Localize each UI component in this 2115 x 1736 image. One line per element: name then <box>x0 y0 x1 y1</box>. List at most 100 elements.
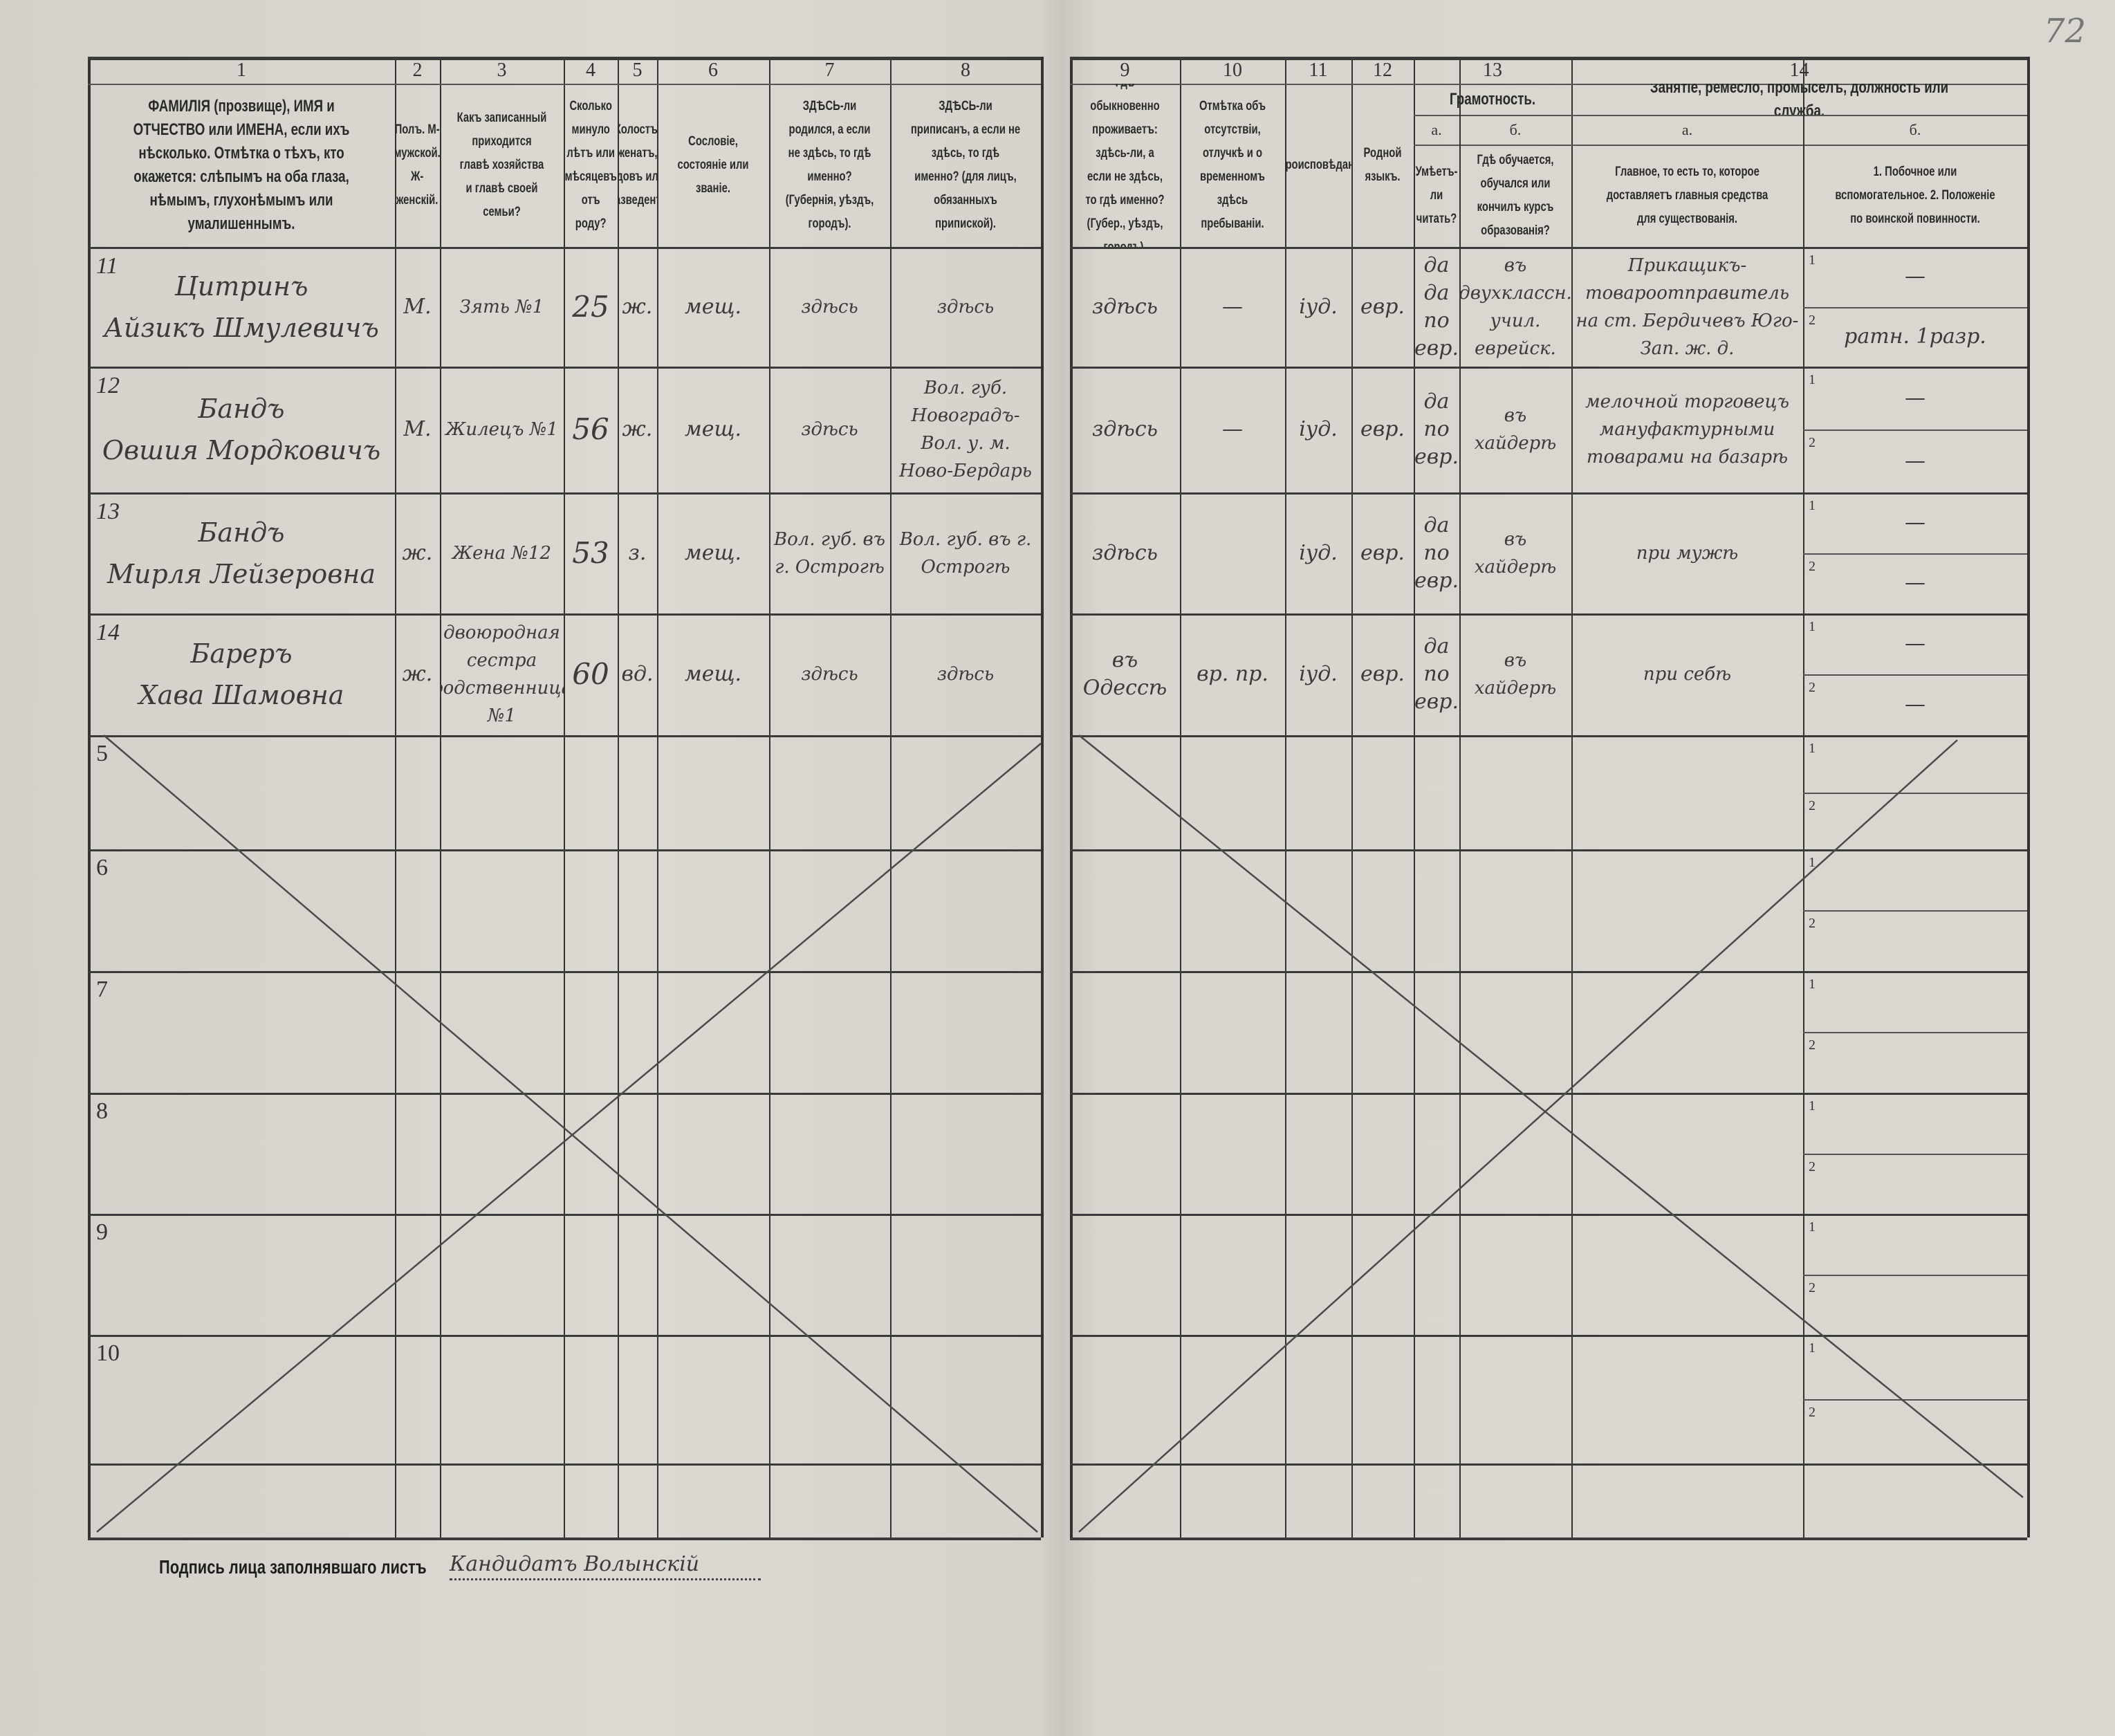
row-divider <box>88 735 1041 737</box>
subrow-label-2: 2 <box>1809 797 1816 813</box>
cell-registered: здѣсь <box>936 296 995 317</box>
subcolumn-divider <box>1459 115 1461 1538</box>
given-name-patronymic: Мирля Лейзеровна <box>107 558 376 589</box>
number-row-divider <box>1070 84 2027 85</box>
subrow-divider <box>1803 1032 2027 1033</box>
column-header-text: Какъ записанный приходится главѣ хозяйст… <box>456 111 547 219</box>
column-header-text: Сословіе, состояніе или званіе. <box>677 134 749 196</box>
column-divider <box>1571 57 1573 1538</box>
subrow-label-2: 2 <box>1809 1280 1816 1295</box>
column-number: 2 <box>412 59 423 81</box>
column-header-text: ЗДѢСЬ-ли приписанъ, а если не здѣсь, то … <box>910 99 1021 231</box>
column-divider <box>1285 57 1286 1538</box>
surname: Бареръ <box>190 638 293 669</box>
signature: Кандидатъ Волынскій <box>450 1551 761 1580</box>
group-divider <box>1414 115 2027 116</box>
cell-absence: — <box>1222 294 1243 319</box>
cell-age: 25 <box>572 289 609 324</box>
subrow-divider <box>1803 1153 2027 1155</box>
cell-relation: Жена №12 <box>452 542 552 564</box>
cell-registered: Вол. губ. Новоградъ-Вол. у. м. Ново-Берд… <box>899 378 1032 481</box>
cell-military: — <box>1905 571 1925 595</box>
cell-language: евр. <box>1360 417 1405 441</box>
column-header-text: Холостъ, женатъ, вдовъ или разведенъ. <box>618 122 657 207</box>
column-divider <box>1180 57 1181 1538</box>
column-header-text: Полъ. М-мужской. Ж-женскій. <box>395 122 440 207</box>
cell-language: евр. <box>1360 540 1405 565</box>
table-bottom-border <box>1070 1538 2027 1540</box>
column-number: 13 <box>1483 59 1502 81</box>
subcolumn-header: 1. Побочное или вспомогательное. 2. Поло… <box>1803 145 2027 247</box>
subrow-label-1: 1 <box>1809 252 1816 268</box>
cell-name: Бандъ Овшия Мордковичъ <box>88 367 395 492</box>
row-divider <box>88 1093 1041 1095</box>
column-header-text: Гдѣ обыкновенно проживаетъ: здѣсь-ли, а … <box>1085 84 1165 247</box>
cell-estate: мещ. <box>684 417 742 441</box>
cell-occupation: при мужѣ <box>1636 542 1739 564</box>
cell-residence: здѣсь <box>1092 417 1158 441</box>
cell-name: Бареръ Хава Шамовна <box>88 613 395 735</box>
subcolumn-letter: б. <box>1909 120 1921 138</box>
cell-born: здѣсь <box>801 296 858 317</box>
column-number: 7 <box>824 59 835 81</box>
given-name-patronymic: Айзикъ Шмулевичъ <box>104 312 379 343</box>
subcolumn-header: Главное, то есть то, которое доставляетъ… <box>1571 145 1803 247</box>
subrow-label-2: 2 <box>1809 435 1816 450</box>
cell-religion: iуд. <box>1299 540 1338 565</box>
row-number: 11 <box>96 253 118 279</box>
column-group-header: Грамотность. <box>1449 89 1536 109</box>
cell-age: 60 <box>572 657 609 691</box>
subrow-label-1: 1 <box>1809 1340 1816 1356</box>
cell-registered: Вол. губ. въ г. Острогѣ <box>899 528 1032 578</box>
row-number: 12 <box>96 373 120 398</box>
cell-estate: мещ. <box>684 662 742 686</box>
column-divider <box>1351 57 1353 1538</box>
row-divider <box>88 613 1041 616</box>
cell-side-occupation: — <box>1905 385 1925 410</box>
cell-sex: ж. <box>402 662 433 686</box>
column-header: Родной языкъ. <box>1351 84 1414 247</box>
column-divider <box>769 57 770 1538</box>
subcolumn-header-text: Главное, то есть то, которое доставляетъ… <box>1606 165 1768 226</box>
subcolumn-header-text: Гдѣ обучается, обучался или кончилъ курс… <box>1477 153 1554 238</box>
row-divider <box>88 1463 1041 1466</box>
row-number: 7 <box>96 977 108 1002</box>
column-header: Полъ. М-мужской. Ж-женскій. <box>395 84 440 247</box>
column-header: ЗДѢСЬ-ли родился, а если не здѣсь, то гд… <box>769 84 890 247</box>
cell-relation: двоюродная сестра родственница №1 <box>440 622 564 726</box>
surname: Бандъ <box>198 517 285 548</box>
row-divider <box>1070 613 2027 616</box>
column-number: 11 <box>1309 59 1328 81</box>
given-name-patronymic: Овшия Мордковичъ <box>102 435 381 465</box>
subrow-divider <box>1803 306 2027 308</box>
column-divider <box>440 57 441 1538</box>
cross-out-line <box>1078 739 1958 1533</box>
cell-absence: вр. пр. <box>1197 662 1268 686</box>
cell-military: — <box>1905 692 1925 717</box>
subrow-label-1: 1 <box>1809 372 1816 387</box>
cell-name: Цитринъ Айзикъ Шмулевичъ <box>88 247 395 367</box>
header-bottom-border <box>1070 247 2027 249</box>
row-divider <box>88 367 1041 369</box>
cell-language: евр. <box>1360 662 1405 686</box>
subcolumn-header: Гдѣ обучается, обучался или кончилъ курс… <box>1459 145 1571 247</box>
subrow-divider <box>1803 430 2027 431</box>
column-number: 8 <box>961 59 970 81</box>
cell-military: — <box>1905 448 1925 473</box>
subcolumn-letter: б. <box>1509 120 1522 138</box>
subrow-divider <box>1803 792 2027 794</box>
column-divider <box>618 57 619 1538</box>
number-row-divider <box>88 84 1041 85</box>
cell-born: здѣсь <box>801 419 858 440</box>
cell-relation: Жилецъ №1 <box>445 419 558 440</box>
column-header: Сословіе, состояніе или званіе. <box>657 84 769 247</box>
column-header: Какъ записанный приходится главѣ хозяйст… <box>440 84 564 247</box>
column-header: Гдѣ обыкновенно проживаетъ: здѣсь-ли, а … <box>1070 84 1180 247</box>
header-bottom-border <box>88 247 1041 249</box>
column-number: 3 <box>497 59 507 81</box>
subcolumn-divider <box>1803 115 1804 1538</box>
row-divider <box>1070 367 2027 369</box>
row-divider <box>1070 1093 2027 1095</box>
column-number: 10 <box>1223 59 1242 81</box>
column-divider <box>88 57 91 1538</box>
